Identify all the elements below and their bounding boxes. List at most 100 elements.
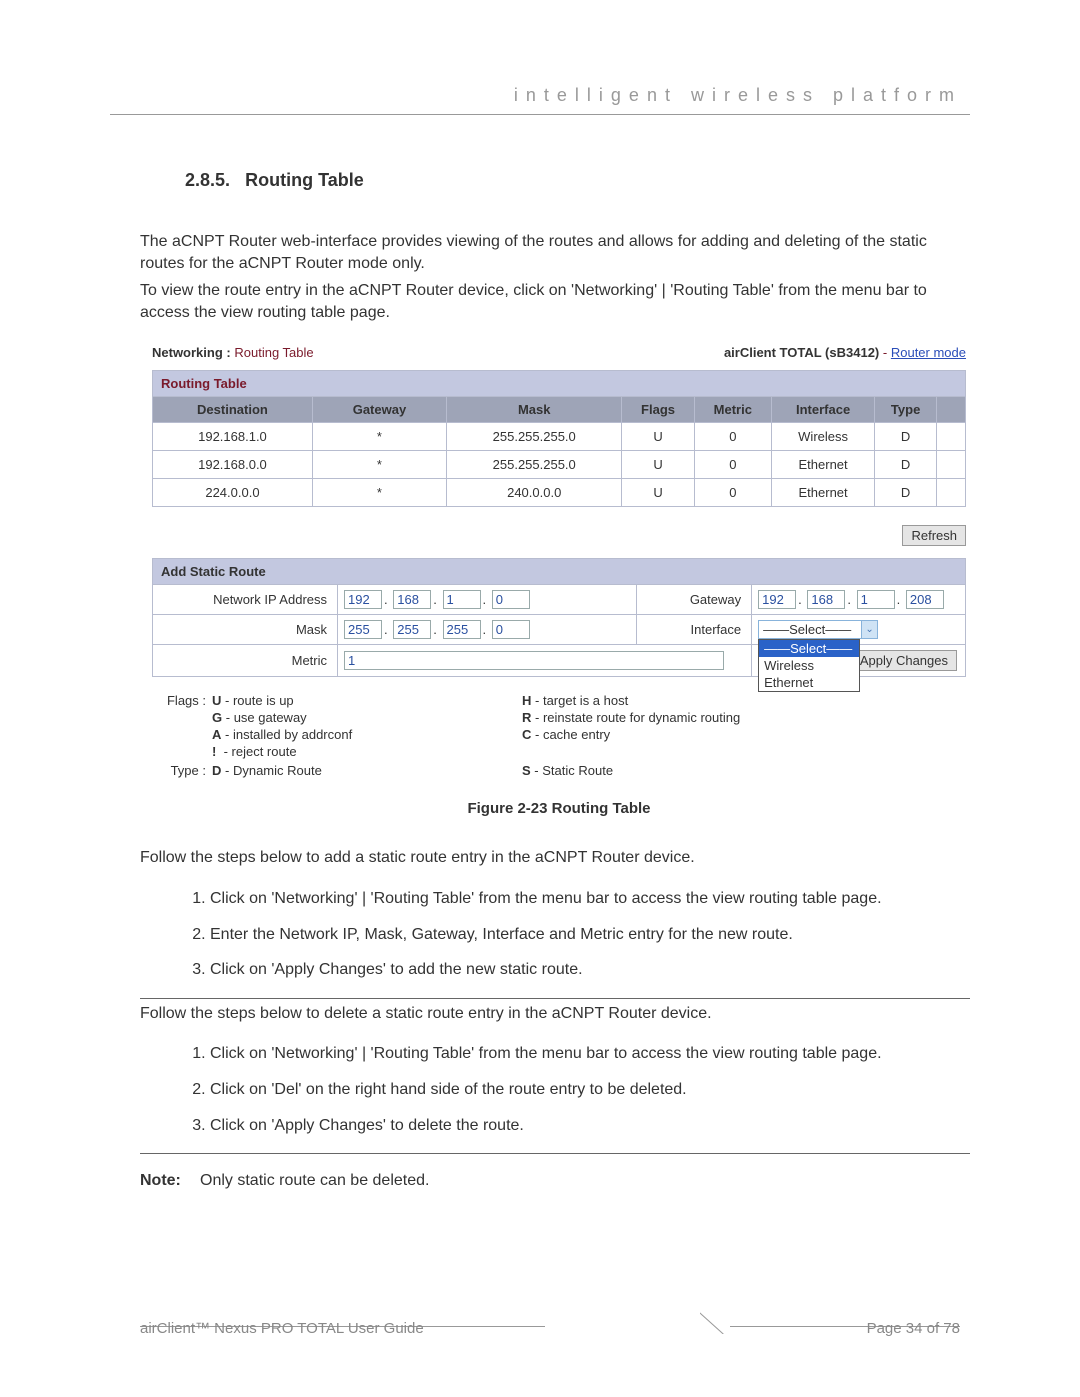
metric-cell: 1	[338, 645, 752, 677]
network-ip-octet-2[interactable]: 168	[393, 590, 431, 609]
flags-label: Flags :	[152, 693, 212, 708]
list-item: Click on 'Networking' | 'Routing Table' …	[210, 1036, 970, 1072]
metric-label: Metric	[153, 645, 338, 677]
add-intro: Follow the steps below to add a static r…	[140, 847, 970, 869]
breadcrumb: Networking : Routing Table	[152, 345, 314, 360]
mask-octet-4[interactable]: 0	[492, 620, 530, 639]
intro-para-2: To view the route entry in the aCNPT Rou…	[140, 280, 970, 323]
page-footer: airClient™ Nexus PRO TOTAL User Guide Pa…	[140, 1312, 960, 1337]
table-cell: U	[622, 479, 694, 507]
table-cell: U	[622, 451, 694, 479]
interface-dropdown[interactable]: ——Select—— Wireless Ethernet	[758, 639, 860, 692]
gateway-octet-1[interactable]: 192	[758, 590, 796, 609]
mask-octet-2[interactable]: 255	[393, 620, 431, 639]
device-mode: airClient TOTAL (sB3412) - Router mode	[724, 345, 966, 360]
del-intro: Follow the steps below to delete a stati…	[140, 1003, 970, 1025]
breadcrumb-page: Routing Table	[234, 345, 313, 360]
list-item: Click on 'Apply Changes' to delete the r…	[210, 1108, 970, 1144]
table-cell: D	[875, 479, 937, 507]
interface-option-wireless[interactable]: Wireless	[759, 657, 859, 674]
interface-option-select[interactable]: ——Select——	[759, 640, 859, 657]
figure-caption: Figure 2-23 Routing Table	[152, 800, 966, 817]
header-rule	[110, 114, 970, 115]
note-separator	[140, 1153, 970, 1154]
table-cell: *	[312, 423, 446, 451]
list-item: Click on 'Networking' | 'Routing Table' …	[210, 881, 970, 917]
flag-g-key: G	[212, 710, 222, 725]
flag-bang-val: reject route	[232, 744, 297, 759]
flag-a-key: A	[212, 727, 221, 742]
routing-col-1: Gateway	[312, 397, 446, 423]
flag-a-val: installed by addrconf	[233, 727, 352, 742]
gateway-octet-2[interactable]: 168	[807, 590, 845, 609]
table-cell	[937, 423, 966, 451]
footer-guide-name: airClient™ Nexus PRO TOTAL User Guide	[140, 1320, 424, 1337]
network-ip-cell: 192. 168. 1. 0	[338, 585, 637, 615]
table-cell: U	[622, 423, 694, 451]
table-row: 224.0.0.0*240.0.0.0U0EthernetD	[153, 479, 966, 507]
note-label: Note:	[140, 1172, 200, 1190]
table-cell: 255.255.255.0	[447, 423, 622, 451]
flag-u-key: U	[212, 693, 221, 708]
list-item: Click on 'Apply Changes' to add the new …	[210, 952, 970, 988]
table-cell: Ethernet	[772, 451, 875, 479]
table-cell: 0	[694, 451, 771, 479]
add-static-route-table: Add Static Route Network IP Address 192.…	[152, 558, 966, 677]
interface-select[interactable]: ——Select—— ⌄ ——Select—— Wireless Etherne…	[758, 620, 878, 639]
flag-bang-key: !	[212, 744, 216, 759]
routing-col-6: Type	[875, 397, 937, 423]
flag-u-val: route is up	[233, 693, 294, 708]
routing-col-4: Metric	[694, 397, 771, 423]
network-ip-octet-3[interactable]: 1	[443, 590, 481, 609]
section-number: 2.8.5.	[185, 170, 230, 190]
refresh-button[interactable]: Refresh	[902, 525, 966, 546]
table-row: 192.168.1.0*255.255.255.0U0WirelessD	[153, 423, 966, 451]
table-cell: *	[312, 479, 446, 507]
type-s-val: Static Route	[542, 763, 613, 778]
flag-c-val: cache entry	[543, 727, 610, 742]
routing-table: Routing Table DestinationGatewayMaskFlag…	[152, 370, 966, 507]
gateway-octet-4[interactable]: 208	[906, 590, 944, 609]
type-d-key: D	[212, 763, 221, 778]
add-route-title: Add Static Route	[153, 559, 966, 585]
table-cell: 0	[694, 479, 771, 507]
table-cell: Ethernet	[772, 479, 875, 507]
network-ip-octet-1[interactable]: 192	[344, 590, 382, 609]
breadcrumb-label: Networking :	[152, 345, 231, 360]
table-cell: 255.255.255.0	[447, 451, 622, 479]
network-ip-octet-4[interactable]: 0	[492, 590, 530, 609]
footer-page-number: Page 34 of 78	[867, 1320, 960, 1337]
routing-col-0: Destination	[153, 397, 313, 423]
router-mode-link[interactable]: Router mode	[891, 345, 966, 360]
flag-r-key: R	[522, 710, 531, 725]
flag-c-key: C	[522, 727, 531, 742]
chevron-down-icon[interactable]: ⌄	[861, 621, 877, 638]
flags-legend: Flags : U - route is up H - target is a …	[152, 693, 966, 778]
mask-cell: 255. 255. 255. 0	[338, 615, 637, 645]
section-heading: 2.8.5. Routing Table	[185, 170, 970, 191]
metric-input[interactable]: 1	[344, 651, 724, 670]
page-header: intelligent wireless platform	[140, 85, 970, 115]
interface-cell: ——Select—— ⌄ ——Select—— Wireless Etherne…	[752, 615, 966, 645]
mask-label: Mask	[153, 615, 338, 645]
table-cell: D	[875, 423, 937, 451]
add-steps-list: Click on 'Networking' | 'Routing Table' …	[210, 881, 970, 988]
list-item: Click on 'Del' on the right hand side of…	[210, 1072, 970, 1108]
table-cell: D	[875, 451, 937, 479]
mask-octet-1[interactable]: 255	[344, 620, 382, 639]
mask-octet-3[interactable]: 255	[443, 620, 481, 639]
section-title: Routing Table	[245, 170, 364, 190]
interface-option-ethernet[interactable]: Ethernet	[759, 674, 859, 691]
table-cell: 192.168.1.0	[153, 423, 313, 451]
note-row: Note: Only static route can be deleted.	[140, 1172, 970, 1190]
routing-table-header-row: DestinationGatewayMaskFlagsMetricInterfa…	[153, 397, 966, 423]
table-cell: *	[312, 451, 446, 479]
apply-changes-button[interactable]: Apply Changes	[851, 650, 957, 671]
table-cell: 192.168.0.0	[153, 451, 313, 479]
flag-g-val: use gateway	[234, 710, 307, 725]
mode-sep: -	[883, 345, 891, 360]
flag-h-val: target is a host	[543, 693, 628, 708]
table-cell: Wireless	[772, 423, 875, 451]
gateway-octet-3[interactable]: 1	[857, 590, 895, 609]
interface-label: Interface	[637, 615, 752, 645]
